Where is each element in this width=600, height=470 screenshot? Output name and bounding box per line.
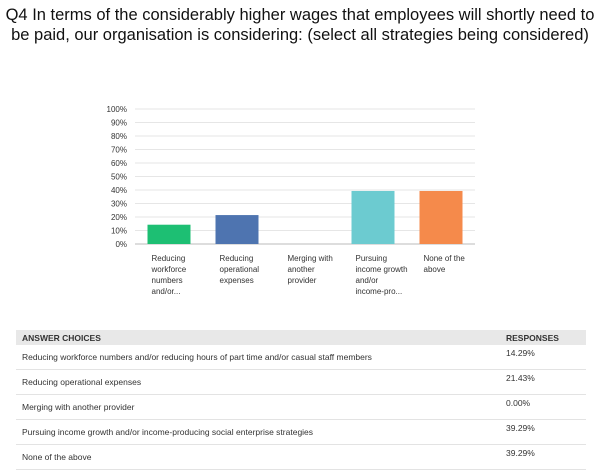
y-tick-label: 70%: [111, 146, 127, 155]
x-tick-label: Pursuing income growth and/or income-pro...: [355, 254, 408, 296]
response-value: 21.43%: [500, 369, 586, 395]
y-tick-label: 50%: [111, 173, 127, 182]
y-tick-label: 30%: [111, 200, 127, 209]
header-responses: RESPONSES: [500, 330, 586, 345]
table-row: Merging with another provider 0.00%: [16, 394, 586, 420]
table-header-row: ANSWER CHOICES RESPONSES: [16, 330, 586, 345]
y-tick-label: 100%: [107, 105, 127, 114]
header-answer-choices: ANSWER CHOICES: [16, 330, 500, 345]
answer-table: ANSWER CHOICES RESPONSES Reducing workfo…: [16, 330, 586, 470]
y-tick-label: 10%: [111, 227, 127, 236]
response-value: 39.29%: [500, 444, 586, 470]
y-tick-label: 40%: [111, 186, 127, 195]
y-tick-label: 60%: [111, 159, 127, 168]
chart-title: Q4 In terms of the considerably higher w…: [5, 6, 595, 44]
table-row: Pursuing income growth and/or income-pro…: [16, 419, 586, 445]
answer-choice: Pursuing income growth and/or income-pro…: [16, 419, 500, 445]
answer-choice: Reducing workforce numbers and/or reduci…: [16, 345, 500, 370]
response-value: 0.00%: [500, 394, 586, 420]
x-tick-label: None of the above: [423, 254, 465, 274]
y-tick-label: 0%: [115, 240, 127, 249]
y-tick-label: 90%: [111, 119, 127, 128]
bar: [351, 190, 395, 244]
bar: [419, 190, 463, 244]
x-tick-label: Reducing workforce numbers and/or...: [151, 254, 187, 296]
response-value: 14.29%: [500, 345, 586, 370]
answer-choice: Reducing operational expenses: [16, 369, 500, 395]
y-tick-label: 80%: [111, 132, 127, 141]
response-value: 39.29%: [500, 419, 586, 445]
bar: [215, 215, 259, 244]
table-row: None of the above 39.29%: [16, 444, 586, 470]
table-row: Reducing operational expenses 21.43%: [16, 369, 586, 395]
y-tick-label: 20%: [111, 213, 127, 222]
bar-chart: 0% 10% 20% 30% 40% 50% 60% 70% 80% 90% 100%: [107, 105, 475, 249]
x-tick-label: Merging with another provider: [287, 254, 333, 285]
table-row: Reducing workforce numbers and/or reduci…: [16, 345, 586, 370]
answer-choice: None of the above: [16, 444, 500, 470]
answer-choice: Merging with another provider: [16, 394, 500, 420]
bar: [147, 224, 191, 244]
x-tick-label: Reducing operational expenses: [219, 254, 260, 285]
